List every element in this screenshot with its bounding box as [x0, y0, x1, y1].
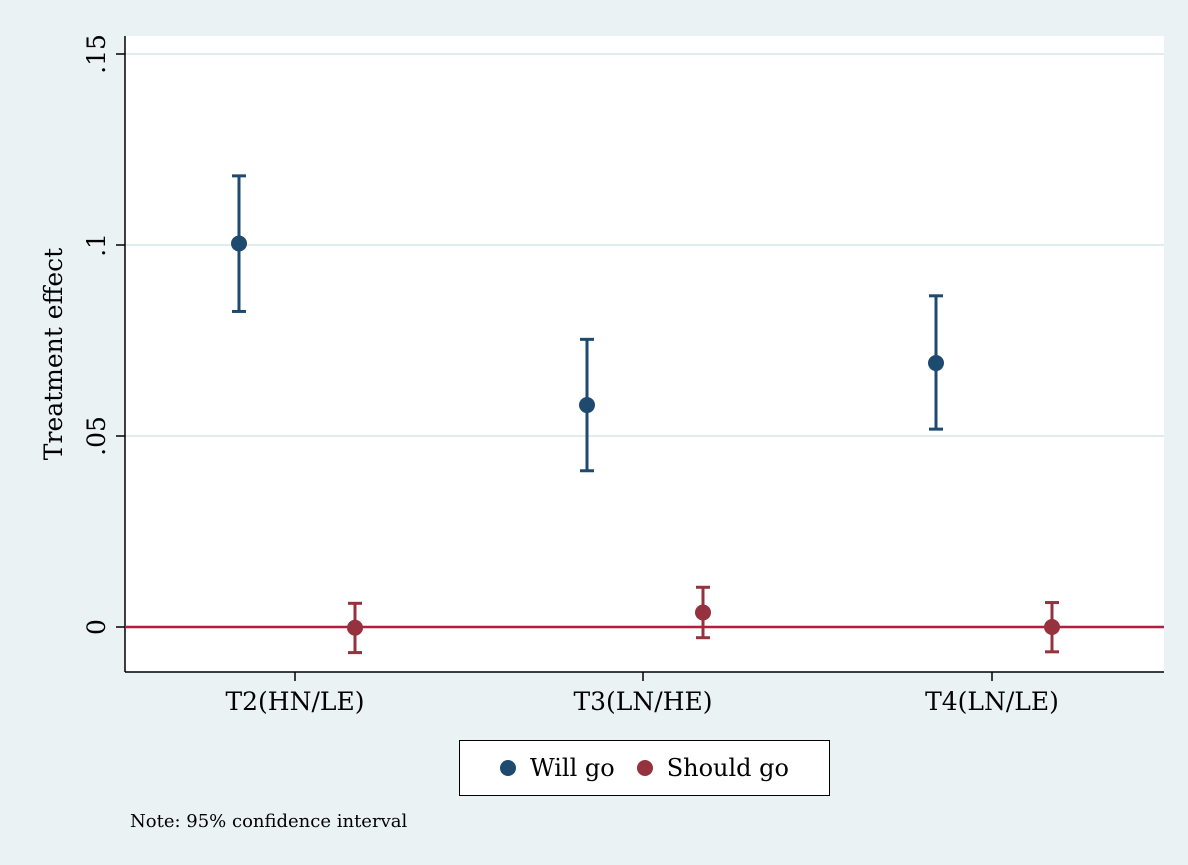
legend-marker-should-go	[636, 760, 653, 776]
legend: Will go Should go	[459, 740, 830, 796]
x-tick-label-2: T4(LN/LE)	[925, 687, 1059, 716]
plot-area	[125, 36, 1164, 672]
legend-entry-should-go: Should go	[636, 754, 789, 782]
legend-marker-will-go	[499, 760, 516, 776]
should-go-point-0	[347, 619, 363, 636]
x-tick-label-0: T2(HN/LE)	[225, 687, 364, 716]
y-tick-label-2: .1	[82, 233, 111, 257]
should-go-point-1	[695, 604, 711, 621]
will-go-point-1	[579, 397, 595, 414]
y-tick-label-1: .05	[82, 416, 111, 456]
will-go-point-0	[231, 235, 247, 252]
footnote: Note: 95% confidence interval	[130, 811, 408, 832]
legend-label-should-go: Should go	[666, 754, 789, 782]
marks-layer	[125, 174, 1164, 655]
y-tick-label-0: 0	[82, 619, 111, 635]
legend-label-will-go: Will go	[529, 754, 615, 782]
grid-layer	[125, 53, 1164, 437]
will-go-point-2	[928, 355, 944, 372]
should-go-point-2	[1044, 619, 1060, 635]
x-tick-label-1: T3(LN/HE)	[573, 687, 712, 716]
legend-entry-will-go: Will go	[499, 754, 615, 782]
y-axis-title: Treatment effect	[39, 248, 68, 460]
y-tick-label-3: .15	[82, 34, 111, 74]
axis-layer: 0 .05 .1 .15 T2(HN/LE) T3(LN/HE) T4(LN/LE)	[82, 34, 1164, 716]
